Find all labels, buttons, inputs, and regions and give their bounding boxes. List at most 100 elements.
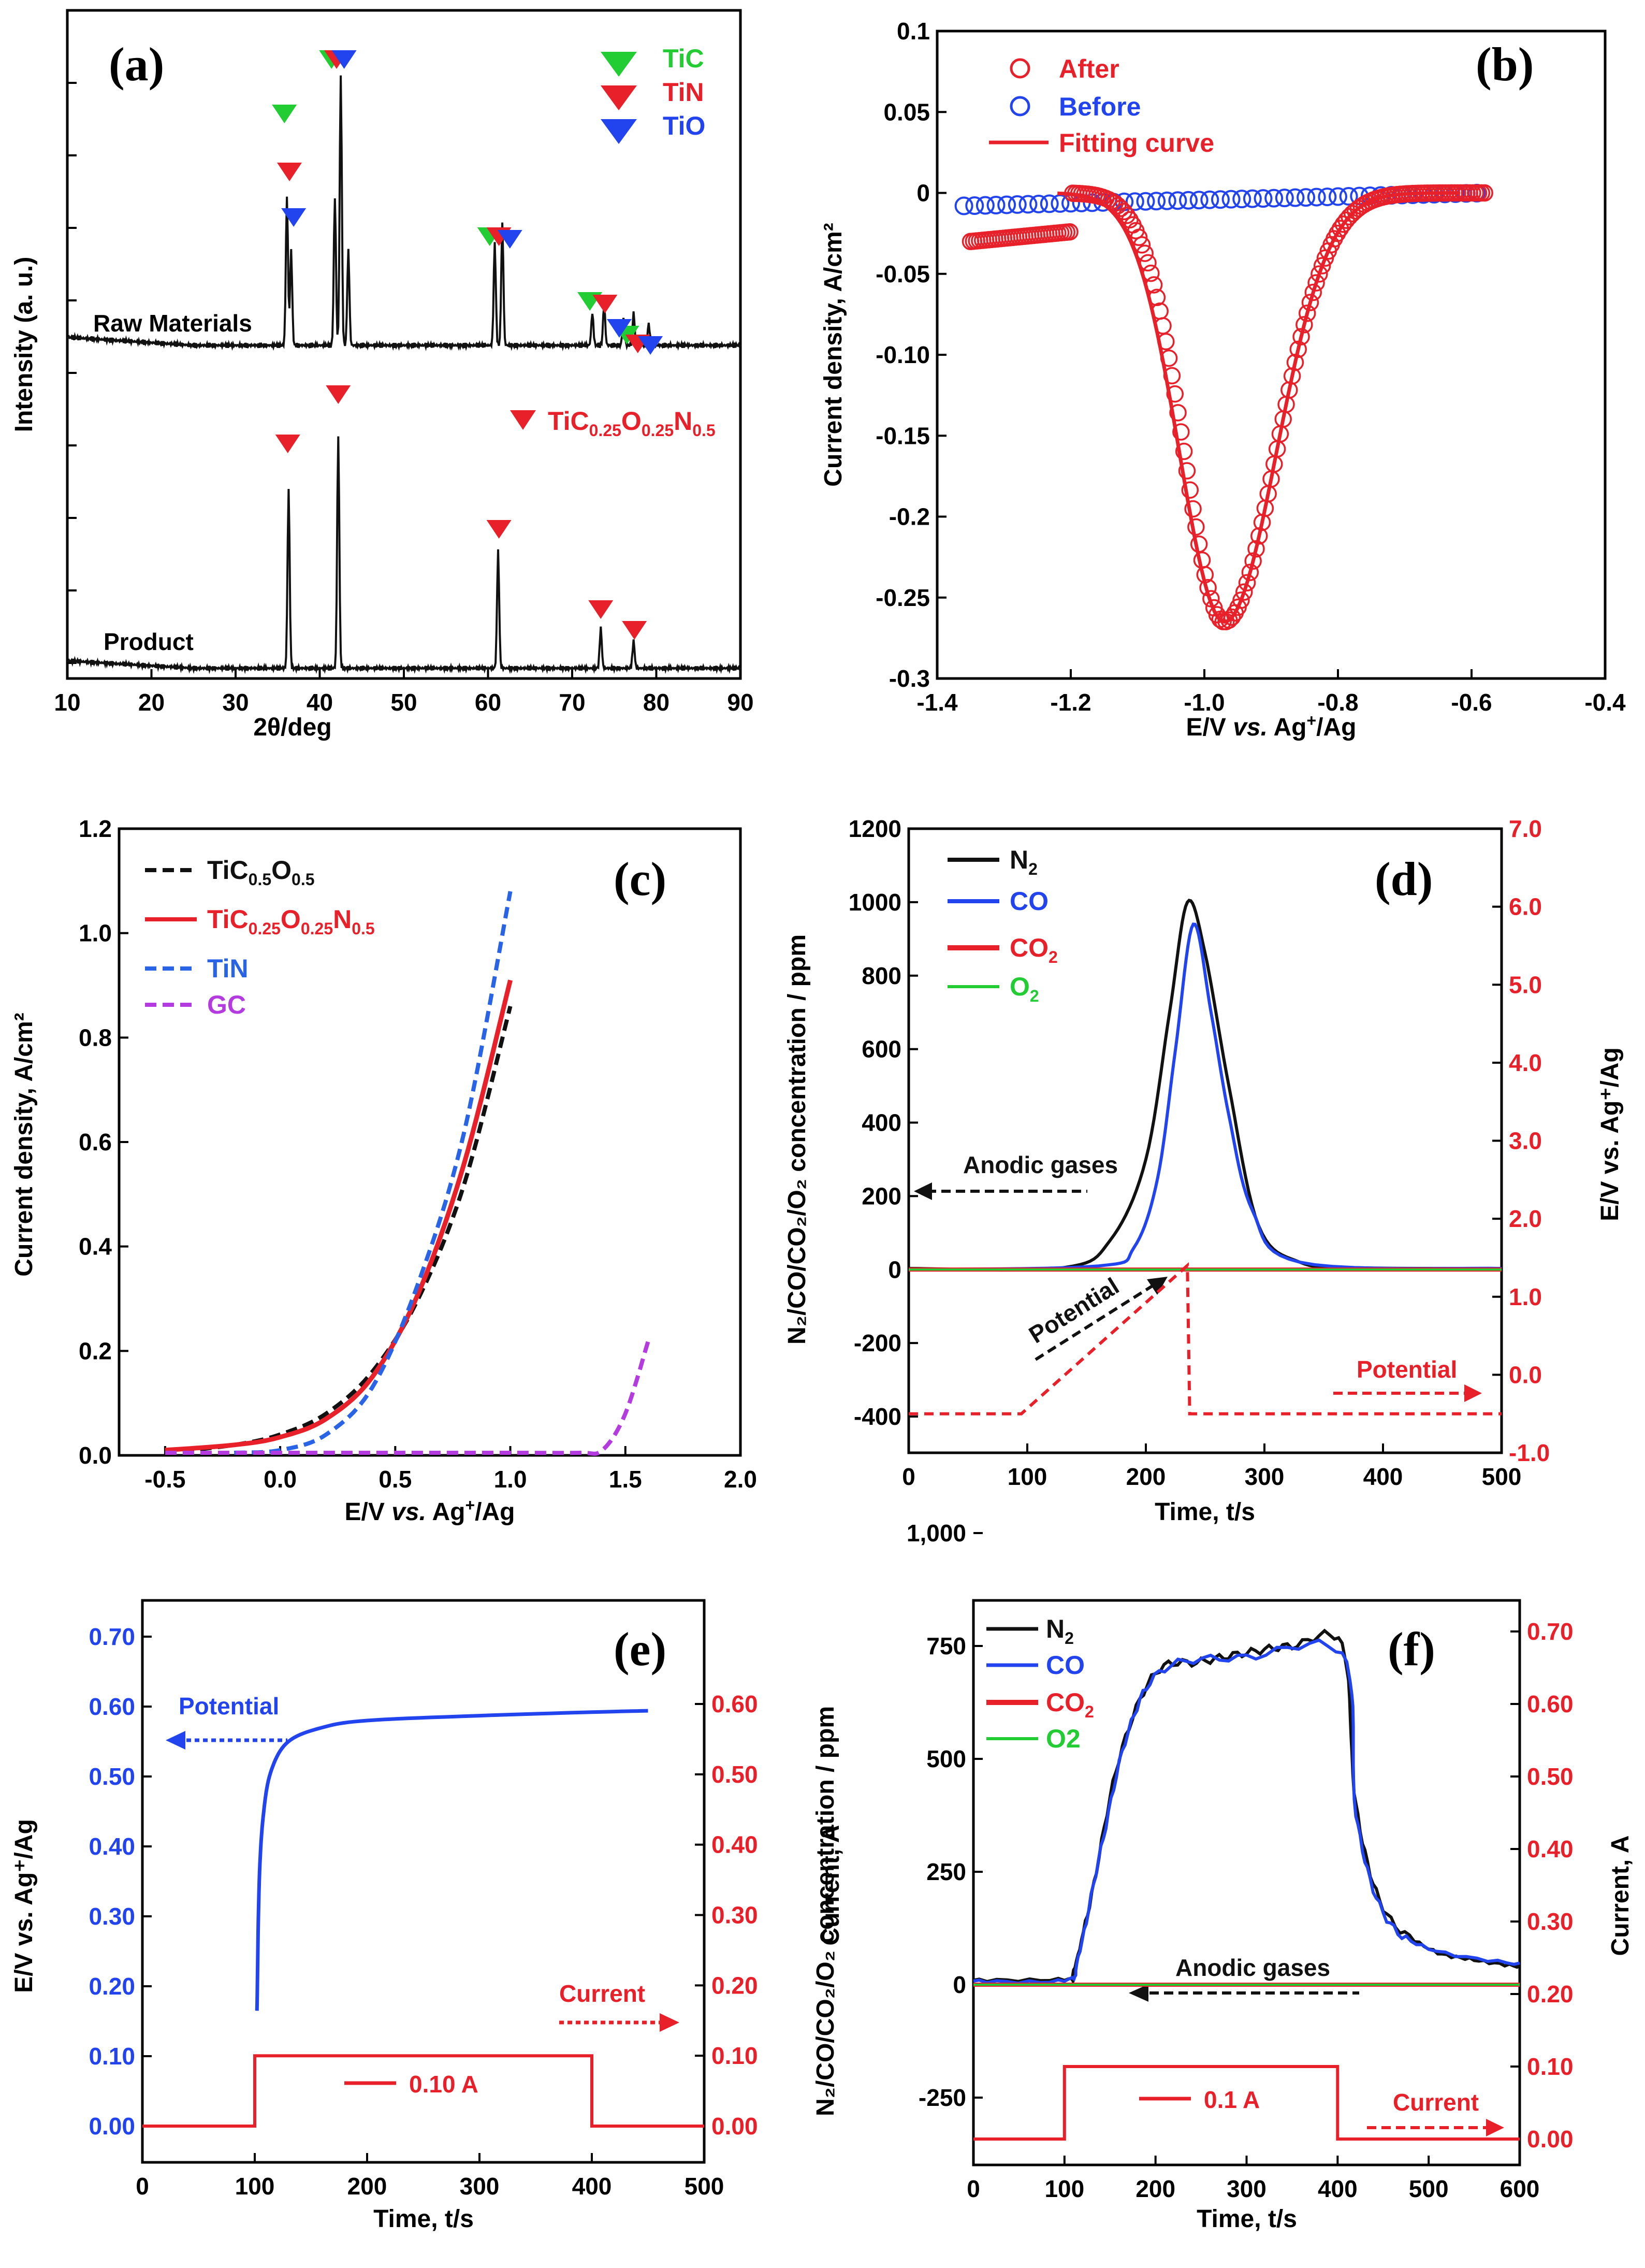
panel-d-x-tick-label: 200 (1126, 1463, 1166, 1490)
product-marker (588, 600, 614, 619)
legend-f3: CO2 (1046, 1688, 1094, 1721)
after-point (1238, 574, 1256, 591)
before-point (997, 195, 1016, 214)
arrow-anodic-f-head (1129, 1984, 1148, 2002)
before-point (1318, 187, 1337, 207)
annotation-current-value-f: 0.1 A (1204, 2086, 1260, 2113)
panel-e-label: (e) (614, 1623, 666, 1675)
panel-c-data (165, 891, 651, 1456)
arrow-potential-d1-head (1147, 1277, 1168, 1295)
panel-c-y-tick-label: 1.2 (79, 815, 112, 842)
annotation-current-value-e: 0.10 A (409, 2071, 478, 2098)
after-point (1295, 316, 1313, 334)
panel-f-y2-tick-label: 0.10 (1527, 2053, 1574, 2080)
after-point (1175, 442, 1193, 460)
panel-c-y-tick-label: 0.0 (79, 1442, 112, 1469)
before-point (1147, 192, 1166, 211)
panel-d-xlabel: Time, t/s (1155, 1498, 1255, 1526)
panel-d-y2-tick-label: 3.0 (1509, 1128, 1542, 1154)
legend-c4: GC (207, 990, 246, 1019)
panel-c: (c) E/V vs. Ag+/Ag Current density, A/cm… (10, 815, 757, 1526)
panel-c-x-tick-label: 1.0 (494, 1466, 527, 1493)
series-potential (255, 1709, 648, 2011)
legend-c1: TiC0.5O0.5 (207, 856, 315, 889)
legend-tio-marker (601, 119, 637, 144)
panel-e-x-tick-label: 200 (347, 2173, 387, 2200)
panel-b-xlabel: E/V vs. Ag+/Ag (1186, 711, 1357, 741)
legend-before: Before (1059, 92, 1141, 121)
panel-b-x-tick-label: -0.8 (1317, 689, 1358, 716)
panel-d-y2-tick-label: 2.0 (1509, 1205, 1542, 1232)
after-point (1328, 224, 1346, 242)
after-point (1223, 608, 1241, 626)
panel-e-x-tick-label: 500 (685, 2173, 724, 2200)
panel-a-x-tick-label: 90 (727, 689, 753, 716)
annotation-current-f: Current (1393, 2089, 1479, 2116)
panel-d-x-tick-label: 300 (1245, 1463, 1285, 1490)
panel-b-frame (936, 30, 1607, 680)
panel-b-y-tick-label: -0.3 (889, 665, 930, 692)
after-point (1337, 211, 1355, 229)
panel-e-y-tick-label: 0.50 (89, 1763, 135, 1790)
before-point (1243, 189, 1262, 208)
panel-b-y-tick-label: -0.2 (889, 503, 930, 530)
annotation-potential-e: Potential (179, 1693, 279, 1720)
panel-d-y-tick-label: 0 (888, 1256, 901, 1283)
panel-f-x-tick-label: 600 (1500, 2175, 1540, 2202)
panel-b-x-tick-label: -1.4 (916, 689, 958, 716)
after-point (1235, 583, 1253, 601)
panel-e-y2-tick-label: 0.60 (711, 1691, 758, 1717)
before-point (986, 195, 1006, 214)
before-point (965, 196, 984, 215)
after-point (1304, 283, 1322, 301)
panel-d-y2-tick-label: 6.0 (1509, 893, 1542, 920)
panel-b-x-tick-label: -0.4 (1584, 689, 1626, 716)
panel-f-y2-tick-label: 0.00 (1527, 2126, 1574, 2153)
legend-tin: TiN (663, 78, 704, 107)
panel-d-x-tick-label: 500 (1482, 1463, 1522, 1490)
panel-d-x-tick-label: 0 (902, 1463, 915, 1490)
legend-d2: CO (1010, 887, 1049, 916)
panel-b-y-tick-label: 0.1 (897, 18, 930, 45)
after-point (1307, 274, 1325, 292)
annotation-current-e: Current (559, 1980, 645, 2007)
panel-f-y-tick-label: -250 (919, 2084, 966, 2111)
series-potential (909, 1262, 1502, 1415)
legend-f2: CO (1046, 1651, 1085, 1680)
panel-b-label: (b) (1476, 38, 1534, 91)
panel-c-label: (c) (614, 853, 666, 905)
before-point (1264, 189, 1284, 208)
panel-e-x-tick-label: 400 (572, 2173, 612, 2200)
panel-f-x-tick-label: 0 (967, 2175, 980, 2202)
after-point (1298, 305, 1316, 322)
series-current (142, 2054, 704, 2128)
raw-materials-pattern (66, 75, 741, 352)
legend-f4: O2 (1046, 1724, 1081, 1753)
after-point (1133, 236, 1151, 254)
panel-a-x-tick-label: 70 (559, 689, 585, 716)
before-point (954, 196, 973, 215)
panel-b-data (954, 183, 1493, 630)
panel-c-x-tick-label: 2.0 (724, 1466, 757, 1493)
panel-d-ylabel: N₂/CO/CO₂/O₂ concentration / ppm (783, 934, 811, 1345)
panel-b-y-tick-label: -0.05 (876, 261, 930, 287)
panel-a-raw-label: Raw Materials (93, 310, 252, 337)
panel-f-label: (f) (1388, 1623, 1435, 1675)
tio-marker (638, 336, 663, 355)
arrow-current-e-head (660, 2013, 679, 2032)
panel-b-y-tick-label: -0.15 (876, 422, 930, 449)
panel-b-y-tick-label: -0.10 (876, 341, 930, 368)
after-point (1187, 518, 1205, 536)
before-point (1339, 187, 1358, 206)
panel-f-x-tick-label: 100 (1044, 2175, 1084, 2202)
panel-a-label: (a) (109, 38, 164, 91)
panel-e-frame (141, 1599, 706, 2164)
panel-f-y-tick-label: 750 (926, 1633, 966, 1659)
legend-d3: CO2 (1010, 933, 1058, 966)
legend-fit: Fitting curve (1059, 128, 1214, 157)
after-point (1181, 481, 1199, 499)
panel-e-y2-tick-label: 0.10 (711, 2042, 758, 2069)
legend-c2: TiC0.25O0.25N0.5 (207, 905, 375, 938)
panel-a-xlabel: 2θ/deg (253, 714, 331, 741)
